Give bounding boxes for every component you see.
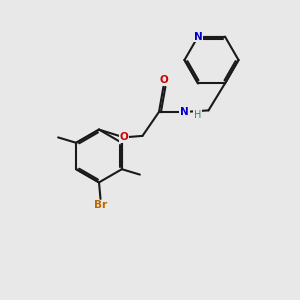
Text: O: O: [160, 75, 169, 85]
Text: O: O: [119, 132, 128, 142]
Text: Br: Br: [94, 200, 107, 211]
Text: N: N: [180, 107, 189, 117]
Text: N: N: [194, 32, 202, 42]
Text: H: H: [194, 110, 201, 120]
